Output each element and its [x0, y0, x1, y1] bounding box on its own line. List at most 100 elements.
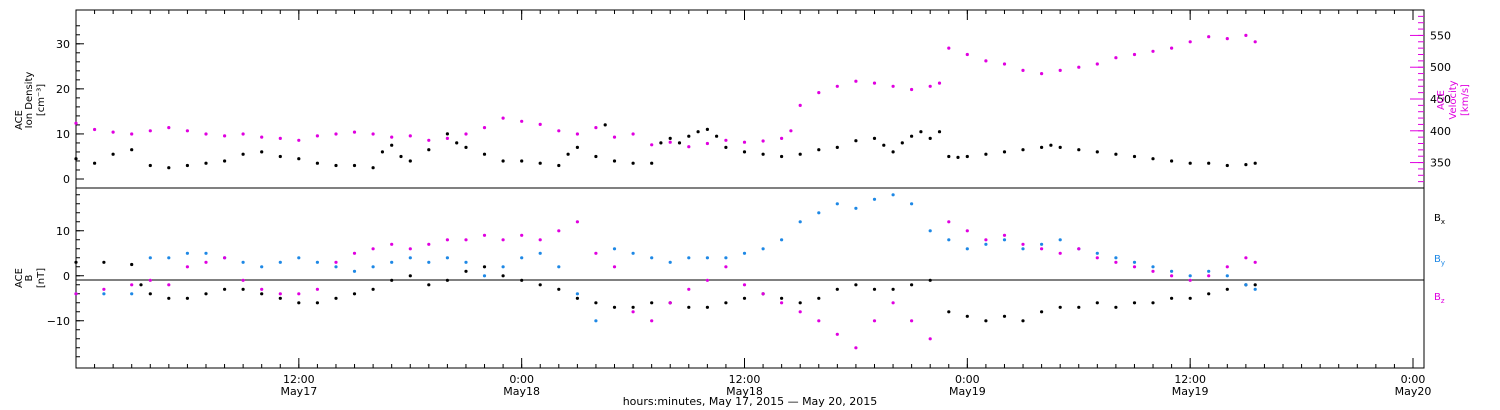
bx-point [854, 283, 858, 287]
density-point [380, 150, 384, 154]
by-point [1132, 260, 1137, 264]
top-panel-frame [75, 9, 1425, 189]
density-point [334, 163, 338, 168]
density-point [399, 154, 403, 159]
velocity-point [575, 132, 580, 136]
density-point [947, 154, 951, 159]
by-point [668, 260, 672, 264]
top-left-title-line1: ACE [14, 110, 25, 130]
bx-point [334, 296, 338, 300]
bz-point [1170, 274, 1174, 278]
velocity-point [93, 127, 97, 132]
bz-point [102, 287, 106, 291]
legend-bz-sub: z [1441, 297, 1445, 305]
bz-point [761, 292, 765, 296]
bz-point [1188, 278, 1192, 282]
bx-point [1077, 305, 1081, 309]
bx-point [352, 292, 357, 296]
density-point [715, 134, 719, 138]
density-point [427, 148, 431, 152]
bx-point [204, 292, 208, 296]
bz-point [835, 332, 839, 336]
bz-point [650, 319, 654, 323]
velocity-point [687, 145, 691, 149]
legend: Bx By Bz [1434, 213, 1445, 305]
bx-point [1188, 296, 1192, 300]
bz-point [1207, 274, 1211, 278]
bottom-left-title-line1: ACE [14, 268, 25, 288]
by-point [1244, 283, 1248, 287]
bz-point [854, 346, 858, 350]
velocity-point [1077, 65, 1081, 69]
density-point [910, 134, 914, 138]
bx-point [482, 265, 487, 269]
by-point [761, 247, 765, 251]
density-point [130, 148, 134, 152]
bz-point [668, 301, 672, 305]
velocity-point [464, 132, 468, 136]
by-point [1151, 265, 1155, 269]
density-point [520, 159, 524, 163]
velocity-point [705, 141, 710, 146]
by-point [742, 251, 747, 255]
velocity-point [1002, 62, 1007, 66]
legend-bz-text: B [1434, 292, 1441, 303]
bz-point [1114, 260, 1118, 264]
bz-point [408, 247, 412, 251]
density-point [835, 145, 839, 149]
velocity-point [185, 129, 189, 133]
bx-point [167, 296, 171, 300]
bottom-left-tick-label: 10 [56, 225, 70, 238]
bz-point [501, 238, 505, 242]
by-point [1170, 269, 1174, 273]
density-point [1225, 163, 1229, 168]
velocity-point [427, 138, 431, 142]
density-point [501, 159, 505, 163]
velocity-point [937, 81, 942, 85]
bz-point [928, 337, 932, 341]
top-right-tick-label: 500 [1430, 61, 1451, 74]
bx-point [947, 310, 951, 314]
velocity-point [984, 59, 988, 63]
velocity-point [445, 136, 449, 140]
velocity-point [278, 136, 282, 140]
velocity-point [650, 143, 654, 147]
bx-point [965, 314, 969, 318]
density-point [919, 130, 923, 134]
velocity-point [520, 119, 524, 123]
velocity-point [594, 126, 598, 130]
bz-point [482, 233, 487, 237]
velocity-point [1095, 62, 1099, 66]
density-point [1114, 152, 1118, 156]
density-point [705, 127, 710, 131]
density-point [1021, 148, 1025, 152]
legend-by-text: B [1434, 254, 1441, 265]
density-point [872, 136, 877, 140]
by-point [835, 202, 839, 206]
velocity-point [910, 87, 914, 92]
density-point [1151, 157, 1155, 161]
bottom-data-points [74, 193, 1257, 350]
by-point [557, 265, 561, 269]
by-point [1058, 238, 1062, 242]
density-point [659, 141, 663, 145]
by-point [594, 319, 598, 323]
x-tick-date: May18 [726, 385, 763, 398]
top-right-title-line2: Velocity [1448, 80, 1459, 119]
velocity-point [111, 130, 115, 134]
density-point [482, 152, 487, 156]
bz-point [371, 247, 375, 251]
velocity-point [965, 52, 969, 57]
x-tick-time: 0:00 [955, 373, 980, 386]
velocity-point [891, 84, 895, 88]
density-point [780, 154, 784, 159]
bz-point [910, 319, 914, 323]
bz-point [538, 238, 542, 242]
by-point [102, 292, 106, 296]
bz-point [185, 265, 189, 269]
bz-point [631, 310, 635, 314]
velocity-point [538, 122, 542, 126]
bz-point [334, 260, 338, 264]
bz-point [965, 229, 969, 233]
top-right-axis: 350 400 450 500 550 [1410, 15, 1451, 183]
